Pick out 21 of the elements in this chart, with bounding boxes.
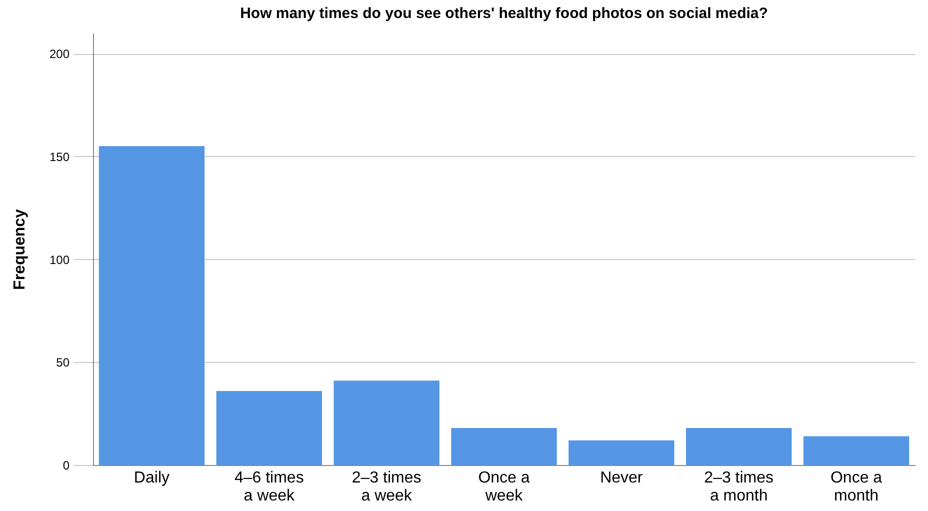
y-tick-label: 50 <box>56 356 70 370</box>
x-tick-label: 4–6 times a week <box>234 470 304 504</box>
x-tick-label: Never <box>600 470 644 486</box>
bar <box>803 436 910 465</box>
bar <box>568 440 674 465</box>
y-tick-label: 200 <box>49 47 70 62</box>
bar <box>216 390 322 465</box>
y-tick-label: 0 <box>62 458 70 472</box>
x-tick-label: 2–3 times a month <box>704 470 774 504</box>
y-tick-label: 100 <box>49 252 70 267</box>
y-axis-title: Frequency <box>11 208 28 290</box>
x-tick-label: 2–3 times a week <box>352 470 422 504</box>
bar <box>686 428 792 465</box>
chart-title: How many times do you see others' healthy food photos on social media? <box>240 5 768 22</box>
x-tick-label: Daily <box>134 470 170 486</box>
x-tick-label: Once a month <box>830 470 882 504</box>
x-tick-label: Once a week <box>478 470 530 504</box>
bar <box>334 380 440 465</box>
bar <box>98 146 205 465</box>
bar <box>451 428 557 465</box>
y-tick-label: 150 <box>49 150 70 164</box>
